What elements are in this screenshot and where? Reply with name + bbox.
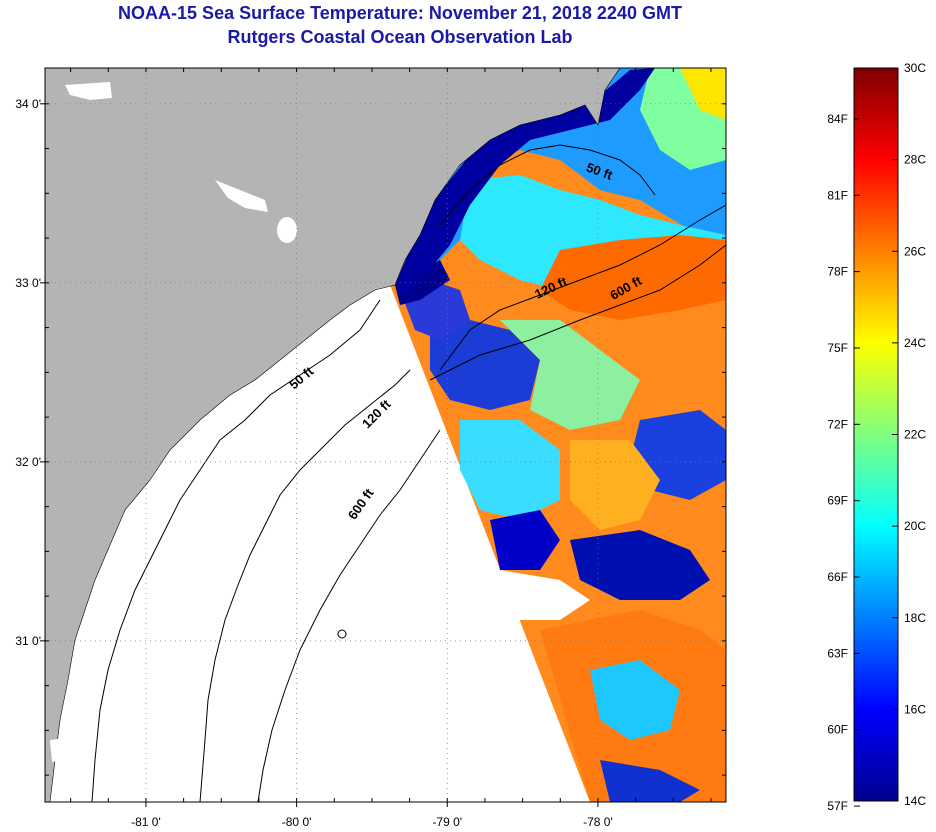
isobath-600ft-south [257, 429, 441, 802]
coastal-cold-band [395, 68, 655, 295]
colorbar-f-label: 66F [827, 570, 848, 584]
colorbar-c-label: 22C [904, 428, 926, 442]
map-subtitle: Rutgers Coastal Ocean Observation Lab [227, 27, 573, 47]
inland-water [50, 82, 297, 762]
axis-ticks: -81 0' -80 0' -79 0' -78 0' 34 0' 33 0' 32 0' 3… [15, 68, 726, 829]
colorbar-gradient [853, 67, 899, 802]
colorbar-f-label: 78F [827, 265, 848, 279]
lat-tick-label: 32 0' [15, 455, 41, 469]
lon-tick-label: -78 0' [583, 815, 613, 829]
colorbar-c-label: 28C [904, 153, 926, 167]
lon-tick-label: -80 0' [282, 815, 312, 829]
land-mass [45, 68, 621, 802]
colorbar-c-label: 20C [904, 519, 926, 533]
colorbar-f-label: 84F [827, 112, 848, 126]
colorbar-f-label: 57F [827, 799, 848, 813]
isobath-50ft-south [91, 299, 381, 802]
isobath-600ft-north [429, 244, 726, 381]
isobath-120ft-north [439, 204, 726, 371]
map-panel [45, 68, 726, 802]
lat-tick-label: 33 0' [15, 276, 41, 290]
isobath-120ft-south [199, 369, 411, 802]
colorbar-c-label: 26C [904, 244, 926, 258]
colorbar-c-label: 14C [904, 794, 926, 808]
colorbar-f-label: 81F [827, 188, 848, 202]
lon-tick-label: -79 0' [432, 815, 462, 829]
sst-patches [395, 68, 726, 802]
lon-tick-label: -81 0' [131, 815, 161, 829]
colorbar-c-label: 16C [904, 702, 926, 716]
colorbar-c-label: 24C [904, 336, 926, 350]
colorbar-f-label: 63F [827, 646, 848, 660]
isobath-50ft-north [439, 144, 656, 226]
lat-tick-label: 31 0' [15, 634, 41, 648]
colorbar-f-label: 72F [827, 417, 848, 431]
colorbar-f-label: 75F [827, 341, 848, 355]
colorbar-f-label: 60F [827, 723, 848, 737]
isobaths [91, 144, 726, 802]
graticule [45, 68, 726, 802]
colorbar-f-label: 69F [827, 494, 848, 508]
colorbar-c-label: 18C [904, 611, 926, 625]
map-frame [44, 67, 727, 803]
map-title: NOAA-15 Sea Surface Temperature: Novembe… [118, 3, 682, 23]
colorbar: 30C 28C 26C 24C 22C 20C 18C 16C 14C 84F 81F 78F 75F 7… [827, 61, 926, 813]
colorbar-c-label: 30C [904, 61, 926, 75]
lat-tick-label: 34 0' [15, 97, 41, 111]
